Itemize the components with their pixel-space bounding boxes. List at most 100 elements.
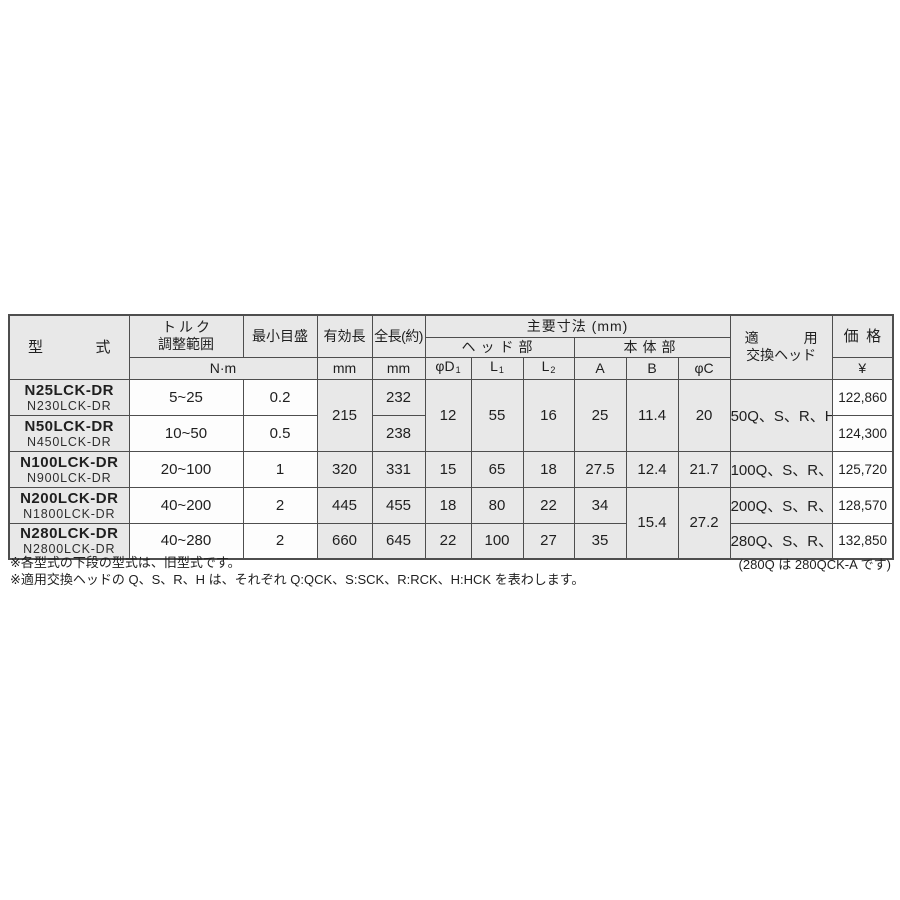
min-scale-cell: 0.2 — [242, 378, 318, 416]
header-cell-main-dimensions: 主要寸法 (mm) — [424, 314, 731, 338]
dim-l1-cell: 100 — [470, 522, 524, 560]
table-row: N280LCK-DR N2800LCK-DR 40~280 2 660 645 … — [8, 522, 894, 560]
price-char-2: 格 — [866, 327, 882, 345]
replacement-head-char-1: 適 — [744, 330, 759, 347]
model-old: N2800LCK-DR — [23, 542, 116, 557]
dim-b-cell: 15.4 — [625, 486, 679, 560]
model-cell: N100LCK-DR N900LCK-DR — [8, 450, 130, 488]
dim-l1-sub: 1 — [498, 364, 504, 375]
dim-l2-cell: 22 — [522, 486, 575, 524]
spec-table: 型 式 トルク 調整範囲 最小目盛 有効長 全長(約) 主要寸法 (mm) 適 … — [8, 314, 895, 560]
header-cell-torque-range: トルク 調整範囲 — [128, 314, 244, 358]
dim-l1-cell: 65 — [470, 450, 524, 488]
dim-a-cell: 34 — [573, 486, 627, 524]
dim-l1-base: L — [490, 357, 498, 374]
effective-length-cell: 445 — [316, 486, 373, 524]
model-old: N1800LCK-DR — [23, 506, 116, 521]
model-cell: N25LCK-DR N230LCK-DR — [8, 378, 130, 416]
table-row: N200LCK-DR N1800LCK-DR 40~200 2 445 455 … — [8, 486, 894, 560]
model-new: N50LCK-DR — [24, 417, 114, 435]
replacement-head-cell: 280Q、S、R、H — [729, 522, 833, 560]
price-cell: 125,720 — [831, 450, 894, 488]
header-model-char-1: 型 — [28, 338, 44, 356]
model-cell: N200LCK-DR N1800LCK-DR — [8, 486, 130, 524]
table-row: N100LCK-DR N900LCK-DR 20~100 1 320 331 1… — [8, 450, 894, 488]
dim-l1-cell: 80 — [470, 486, 524, 524]
header-cell-body-section: 本体部 — [573, 336, 731, 358]
footnote-280q: (280Q は 280QCK-A です) — [738, 557, 891, 572]
replacement-head-cell: 100Q、S、R、H — [729, 450, 833, 488]
overall-length-cell: 645 — [371, 522, 426, 560]
replacement-head-cell: 50Q、S、R、H — [729, 378, 833, 452]
dim-a-cell: 35 — [573, 522, 627, 560]
dim-l2-cell: 18 — [522, 450, 575, 488]
dim-a-cell: 25 — [573, 378, 627, 452]
dim-a-cell: 27.5 — [573, 450, 627, 488]
table-row: N25LCK-DR N230LCK-DR 5~25 0.2 215 232 12… — [8, 378, 894, 452]
table-row: N50LCK-DR N450LCK-DR 10~50 0.5 238 124,3… — [8, 414, 894, 452]
header-cell-overall-length-unit: mm — [371, 356, 426, 380]
torque-range-cell: 40~200 — [128, 486, 244, 524]
header-row-2: ヘッド部 本体部 — [9, 336, 893, 358]
torque-range-cell: 10~50 — [128, 414, 244, 452]
header-row-units: N·m mm mm φD1 L1 L2 A B φC ¥ — [9, 356, 894, 380]
header-cell-min-scale: 最小目盛 — [242, 314, 318, 358]
model-cell: N50LCK-DR N450LCK-DR — [8, 414, 130, 452]
dim-d1-cell: 18 — [424, 486, 472, 524]
model-old: N900LCK-DR — [27, 470, 112, 485]
header-cell-dim-b: B — [625, 356, 679, 380]
dim-b-cell: 11.4 — [625, 378, 679, 452]
model-new: N25LCK-DR — [24, 381, 114, 399]
footnotes: ※各型式の下段の型式は、旧型式です。 ※適用交換ヘッドの Q、S、R、H は、そ… — [10, 555, 584, 588]
model-cell: N280LCK-DR N2800LCK-DR — [8, 522, 130, 560]
overall-length-cell: 331 — [371, 450, 426, 488]
min-scale-cell: 2 — [242, 522, 318, 560]
dim-l2-cell: 16 — [522, 378, 575, 452]
model-new: N280LCK-DR — [20, 525, 119, 543]
overall-length-cell: 455 — [371, 486, 426, 524]
header-cell-head-section: ヘッド部 — [424, 336, 575, 358]
header-cell-effective-length: 有効長 — [316, 314, 373, 358]
dim-l1-cell: 55 — [470, 378, 524, 452]
dim-d1-sub: 1 — [455, 364, 461, 375]
price-cell: 124,300 — [831, 414, 894, 452]
model-old: N230LCK-DR — [27, 398, 112, 413]
header-cell-dim-d1: φD1 — [424, 356, 472, 380]
header-cell-dim-l1: L1 — [470, 356, 524, 380]
dim-d1-cell: 15 — [424, 450, 472, 488]
header-cell-dim-c: φC — [677, 356, 731, 380]
replacement-head-cell: 200Q、S、R、H — [729, 486, 833, 524]
effective-length-cell: 660 — [316, 522, 373, 560]
footnote-old-models: ※各型式の下段の型式は、旧型式です。 — [10, 555, 241, 570]
model-old: N450LCK-DR — [27, 434, 112, 449]
header-cell-torque-unit: N·m — [128, 356, 318, 380]
model-new: N100LCK-DR — [20, 453, 119, 471]
torque-range-cell: 20~100 — [128, 450, 244, 488]
price-cell: 132,850 — [831, 522, 894, 560]
header-cell-model: 型 式 — [8, 314, 130, 380]
price-cell: 128,570 — [831, 486, 894, 524]
header-cell-replacement-head: 適 用 交換ヘッド — [729, 314, 833, 380]
dim-c-cell: 21.7 — [677, 450, 731, 488]
header-cell-overall-length: 全長(約) — [371, 314, 426, 358]
overall-length-cell: 232 — [371, 378, 426, 416]
dim-d1-cell: 22 — [424, 522, 472, 560]
dim-l2-base: L — [541, 357, 550, 374]
header-cell-effective-length-unit: mm — [316, 356, 373, 380]
min-scale-cell: 1 — [242, 450, 318, 488]
torque-range-label-line2: 調整範囲 — [158, 336, 214, 353]
header-cell-dim-a: A — [573, 356, 627, 380]
price-char-1: 価 — [843, 327, 859, 345]
effective-length-cell: 320 — [316, 450, 373, 488]
header-cell-price: 価 格 — [831, 314, 894, 358]
replacement-head-label-line2: 交換ヘッド — [746, 347, 817, 364]
replacement-head-char-2: 用 — [803, 330, 818, 347]
effective-length-cell: 215 — [316, 378, 373, 452]
header-model-char-2: 式 — [95, 338, 111, 356]
header-cell-price-unit: ¥ — [831, 356, 894, 380]
header-cell-dim-l2: L2 — [522, 356, 575, 380]
dim-d1-base: φD — [435, 357, 455, 374]
torque-range-cell: 40~280 — [128, 522, 244, 560]
dim-c-cell: 27.2 — [677, 486, 731, 560]
